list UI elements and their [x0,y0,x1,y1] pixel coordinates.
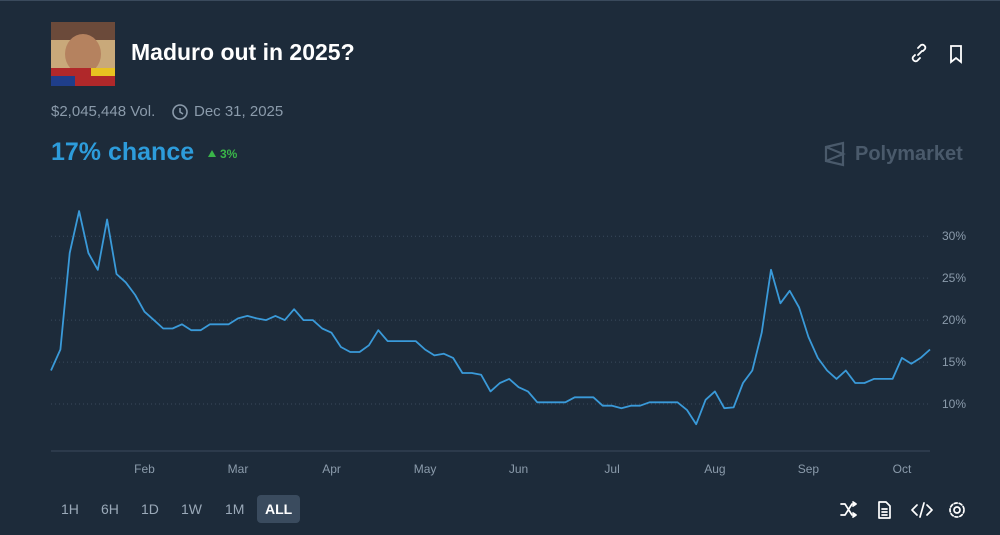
market-title: Maduro out in 2025? [131,39,355,65]
code-icon[interactable] [911,502,933,518]
range-button[interactable]: 1D [141,501,159,517]
range-button[interactable]: 1H [61,501,79,517]
settings-icon[interactable] [953,506,961,514]
range-button[interactable]: 1W [181,501,202,517]
header-actions [911,43,962,64]
price-line [50,210,931,426]
end-date: Dec 31, 2025 [194,103,284,120]
y-tick-label: 30% [942,229,966,243]
y-tick-label: 20% [942,313,966,327]
x-tick-label: Feb [134,462,155,476]
x-tick-label: May [414,462,437,476]
brand-logo [824,141,846,167]
x-tick-label: Aug [704,462,725,476]
change: 3% [220,147,238,161]
clock-icon [172,104,188,120]
footer-actions [840,501,965,519]
x-tick-label: Oct [893,462,912,476]
link-icon[interactable] [911,43,927,63]
market-image [51,22,115,86]
chance: 17% chance [51,138,195,166]
range-button[interactable]: 1M [225,501,245,517]
price-chart: 10% 15% 20% 25% 30% Feb Mar Apr May Jun Jul Aug Sep O… [50,210,966,476]
brand-name: Polymarket [855,143,963,165]
x-tick-label: Apr [322,462,341,476]
y-tick-label: 10% [942,397,966,411]
range-button[interactable]: 6H [101,501,119,517]
y-tick-label: 25% [942,271,966,285]
range-button[interactable]: ALL [257,495,301,523]
document-icon[interactable] [878,501,891,519]
x-tick-label: Mar [228,462,249,476]
shuffle-icon[interactable] [840,501,857,518]
volume: $2,045,448 Vol. [51,103,156,120]
up-arrow [208,150,216,157]
y-tick-label: 15% [942,355,966,369]
x-tick-label: Sep [798,462,820,476]
x-tick-label: Jun [509,462,528,476]
bookmark-icon[interactable] [950,45,962,64]
x-tick-label: Jul [604,462,619,476]
